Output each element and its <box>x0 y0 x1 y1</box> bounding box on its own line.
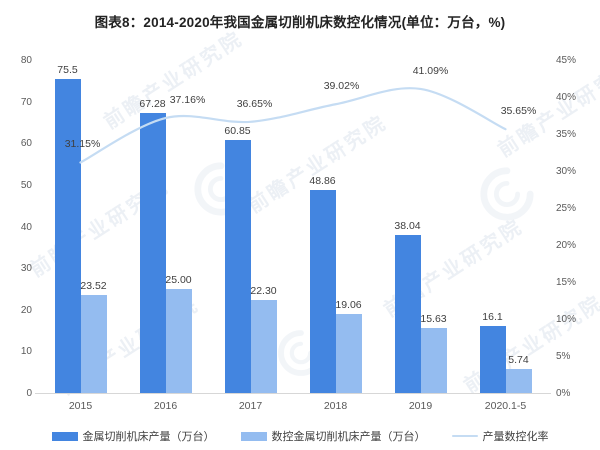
x-axis-label: 2019 <box>408 400 433 412</box>
bar-value-label: 48.86 <box>309 174 336 187</box>
watermark-logo-icon <box>478 165 536 228</box>
y-axis-right-tick-label: 35% <box>556 129 577 140</box>
bar-primary <box>139 112 166 393</box>
y-axis-left-tick-label: 30 <box>20 263 32 275</box>
bar-value-label: 15.63 <box>420 312 447 325</box>
y-axis-left-tick-label: 10 <box>20 346 32 358</box>
x-axis-label: 2017 <box>238 400 263 412</box>
y-axis-left-tick-label: 70 <box>20 96 32 108</box>
legend-item: 数控金属切削机床产量（万台） <box>240 428 426 444</box>
bar-value-label: 38.04 <box>394 219 421 232</box>
bar-value-label: 23.52 <box>80 280 107 293</box>
line-point-label: 35.65% <box>500 105 537 118</box>
legend-item: 金属切削机床产量（万台） <box>51 428 215 444</box>
x-axis-label: 2016 <box>153 400 178 412</box>
bar-value-label: 75.5 <box>57 63 78 76</box>
bar-primary <box>309 189 336 393</box>
y-axis-right-tick-label: 0% <box>556 388 571 399</box>
y-axis-right-tick-label: 10% <box>556 314 577 325</box>
bar-primary <box>479 325 506 393</box>
x-axis-label: 2018 <box>323 400 348 412</box>
legend-label: 金属切削机床产量（万台） <box>82 431 215 443</box>
bar-secondary <box>420 327 447 393</box>
y-axis-right-tick-label: 45% <box>556 55 577 66</box>
y-axis-right-tick-label: 15% <box>556 277 577 288</box>
bar-value-label: 19.06 <box>335 298 362 311</box>
x-axis-label: 2015 <box>68 400 93 412</box>
y-axis-left-tick-label: 60 <box>20 138 32 150</box>
legend-item: 产量数控化率 <box>451 428 549 444</box>
legend-label: 数控金属切削机床产量（万台） <box>271 431 426 443</box>
bar-primary <box>224 139 251 393</box>
line-point-label: 41.09% <box>412 64 449 77</box>
line-point-label: 37.16% <box>169 94 206 107</box>
bar-value-label: 67.28 <box>139 97 166 110</box>
legend-bar-swatch-icon <box>51 431 78 441</box>
bar-value-label: 22.30 <box>250 285 277 298</box>
y-axis-left-tick-label: 40 <box>20 221 32 233</box>
y-axis-right-tick-label: 25% <box>556 203 577 214</box>
watermark-text: 前瞻产业研究院 <box>100 27 248 134</box>
bar-secondary <box>165 288 192 393</box>
y-axis-right-tick-label: 20% <box>556 240 577 251</box>
bar-secondary <box>505 369 532 393</box>
x-axis-line <box>35 393 551 394</box>
y-axis-left-tick-label: 80 <box>20 55 32 66</box>
y-axis-right-tick-label: 5% <box>556 351 571 362</box>
chart-title: 图表8：2014-2020年我国金属切削机床数控化情况(单位：万台，%) <box>94 15 506 30</box>
bar-value-label: 60.85 <box>224 124 251 137</box>
bar-value-label: 25.00 <box>165 273 192 286</box>
y-axis-left-tick-label: 50 <box>20 179 32 191</box>
y-axis-right-tick-label: 30% <box>556 166 577 177</box>
legend-bar-swatch-icon <box>240 431 267 441</box>
line-point-label: 36.65% <box>236 97 273 110</box>
y-axis-left-tick-label: 0 <box>26 388 32 399</box>
legend: 金属切削机床产量（万台） 数控金属切削机床产量（万台） 产量数控化率 <box>0 428 600 444</box>
bar-value-label: 16.1 <box>482 310 503 323</box>
legend-line-swatch-icon <box>451 435 478 437</box>
bar-primary <box>54 78 81 393</box>
y-axis-left-tick-label: 20 <box>20 304 32 316</box>
bar-secondary <box>80 295 107 393</box>
bar-secondary <box>250 300 277 393</box>
line-point-label: 31.15% <box>64 138 101 151</box>
bar-primary <box>394 234 421 393</box>
bar-secondary <box>335 313 362 393</box>
legend-label: 产量数控化率 <box>482 431 549 443</box>
bar-value-label: 5.74 <box>508 354 529 367</box>
x-axis-label: 2020.1-5 <box>484 400 527 412</box>
line-point-label: 39.02% <box>323 80 360 93</box>
y-axis-right-tick-label: 40% <box>556 92 577 103</box>
